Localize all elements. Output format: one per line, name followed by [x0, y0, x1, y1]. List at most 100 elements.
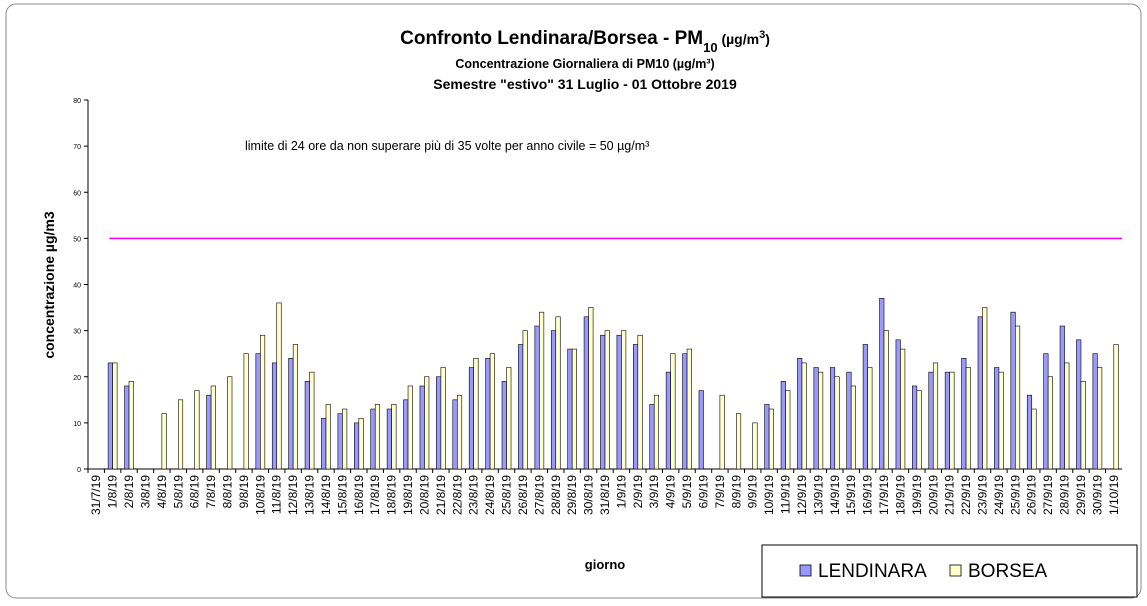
- x-tick-label: 1/9/19: [614, 475, 628, 509]
- x-tick-label: 19/8/19: [401, 475, 415, 515]
- x-tick-label: 4/9/19: [664, 475, 678, 509]
- bar: [604, 330, 610, 470]
- bar: [818, 371, 824, 470]
- bar: [616, 334, 622, 470]
- bar: [271, 362, 278, 470]
- bar: [506, 367, 512, 470]
- bar: [633, 344, 639, 470]
- x-tick-label: 18/8/19: [385, 475, 399, 515]
- bar: [539, 311, 545, 470]
- bar: [386, 408, 392, 470]
- x-tick-label: 12/9/19: [795, 475, 809, 515]
- bar: [260, 334, 266, 470]
- bar: [944, 371, 950, 470]
- x-tick-label: 6/9/19: [696, 475, 710, 509]
- x-tick-label: 31/7/19: [89, 475, 103, 515]
- title-part: Confronto Lendinara/Borsea - PM: [400, 28, 703, 49]
- bar: [932, 362, 939, 470]
- title-part: 10: [703, 40, 717, 55]
- bar: [309, 371, 315, 470]
- bar: [698, 390, 704, 470]
- bar: [255, 353, 261, 470]
- bar: [1097, 367, 1103, 470]
- bar: [194, 390, 200, 470]
- x-tick-label: 17/8/19: [368, 475, 382, 515]
- bar: [588, 307, 594, 470]
- annotation: limite di 24 ore da non superare più di …: [245, 139, 649, 153]
- y-tick-label: 0: [77, 467, 81, 474]
- bar: [485, 357, 491, 470]
- legend-label: BORSEA: [968, 561, 1048, 582]
- bar: [1059, 325, 1065, 470]
- y-tick-label: 80: [73, 98, 81, 105]
- x-tick-label: 19/9/19: [910, 475, 924, 515]
- x-tick-label: 17/9/19: [877, 475, 891, 515]
- x-axis-label: giorno: [585, 557, 625, 572]
- x-tick-label: 13/8/19: [303, 475, 317, 515]
- y-axis-label: concentrazione µg/m3: [41, 211, 57, 359]
- bar: [736, 413, 742, 470]
- title-part: (µg/m: [718, 31, 760, 47]
- x-tick-label: 9/9/19: [746, 475, 760, 509]
- bar: [440, 367, 446, 470]
- x-tick-label: 24/9/19: [992, 475, 1006, 515]
- bar: [534, 325, 540, 470]
- bar: [276, 302, 282, 470]
- x-tick-label: 4/8/19: [155, 475, 169, 509]
- chart-border: [5, 3, 1142, 599]
- bar: [637, 334, 643, 470]
- bar: [304, 381, 310, 470]
- bar: [998, 371, 1004, 470]
- x-tick-label: 25/9/19: [1008, 475, 1022, 515]
- y-tick-label: 20: [73, 375, 81, 382]
- bar: [1043, 353, 1049, 470]
- bar: [813, 367, 819, 470]
- bar: [468, 367, 474, 470]
- bar: [949, 371, 955, 470]
- bar: [227, 376, 233, 470]
- x-tick-label: 11/9/19: [779, 475, 793, 514]
- x-tick-label: 18/9/19: [893, 475, 907, 515]
- bar: [867, 367, 873, 470]
- y-tick-label: 50: [73, 236, 81, 243]
- x-tick-label: 28/9/19: [1058, 475, 1072, 515]
- bar: [665, 371, 671, 470]
- bar: [403, 399, 409, 470]
- chart-subtitle: Semestre "estivo" 31 Luglio - 01 Ottobre…: [433, 76, 737, 92]
- bar: [436, 376, 442, 470]
- bar: [128, 381, 134, 470]
- bar: [518, 344, 524, 470]
- bar: [567, 348, 573, 470]
- bar: [879, 298, 885, 470]
- x-tick-label: 21/8/19: [434, 475, 448, 515]
- chart-subtitle: Concentrazione Giornaliera di PM10 (µg/m…: [455, 57, 714, 71]
- bar: [686, 348, 692, 470]
- bar: [916, 390, 922, 470]
- bar: [1015, 325, 1021, 470]
- bar: [900, 348, 906, 470]
- bar: [374, 404, 381, 470]
- x-tick-label: 10/9/19: [762, 475, 776, 515]
- x-tick-label: 9/8/19: [237, 475, 251, 509]
- x-tick-label: 29/8/19: [565, 475, 579, 515]
- bar: [780, 381, 786, 470]
- bar: [489, 353, 495, 470]
- y-tick-label: 10: [73, 421, 81, 428]
- x-tick-label: 14/8/19: [319, 475, 333, 515]
- bar: [1113, 344, 1119, 470]
- x-tick-label: 22/8/19: [450, 475, 464, 515]
- x-tick-label: 20/9/19: [926, 475, 940, 515]
- x-tick-label: 30/8/19: [582, 475, 596, 515]
- x-tick-label: 25/8/19: [500, 475, 514, 515]
- bar: [764, 404, 770, 470]
- bar: [419, 385, 425, 470]
- x-tick-label: 29/9/19: [1074, 475, 1088, 515]
- bar: [621, 330, 627, 470]
- y-tick-label: 70: [73, 144, 81, 151]
- bar: [555, 316, 561, 470]
- chart-title: Confronto Lendinara/Borsea - PM10 (µg/m3…: [400, 28, 770, 55]
- x-tick-label: 21/9/19: [943, 475, 957, 515]
- x-tick-label: 16/8/19: [352, 475, 366, 515]
- bar: [649, 404, 655, 470]
- bar: [895, 339, 901, 470]
